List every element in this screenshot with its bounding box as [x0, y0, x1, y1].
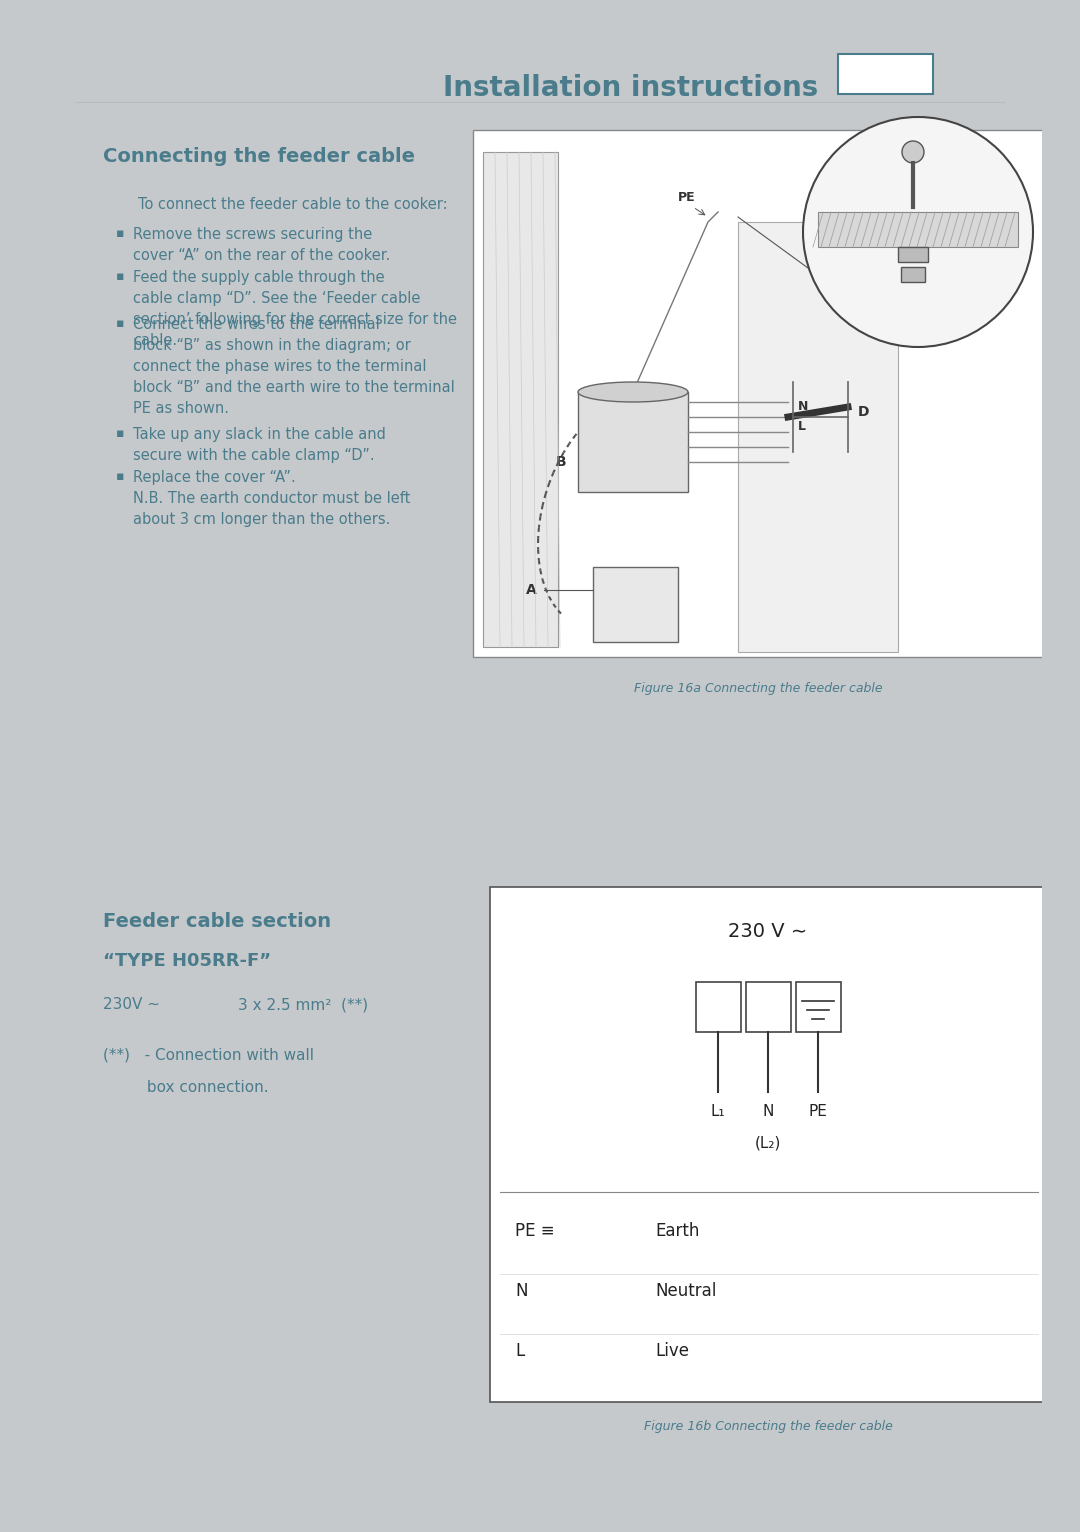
Text: 15: 15 [874, 64, 896, 83]
Bar [696, 982, 741, 1033]
Text: Installation instructions: Installation instructions [443, 74, 818, 103]
Text: box connection.: box connection. [103, 1080, 269, 1095]
Text: Replace the cover “A”.
N.B. The earth conductor must be left
about 3 cm longer t: Replace the cover “A”. N.B. The earth co… [133, 470, 410, 527]
Text: Remove the screws securing the
cover “A” on the rear of the cooker.: Remove the screws securing the cover “A”… [133, 227, 390, 264]
Text: ▪: ▪ [116, 227, 124, 241]
Text: PE: PE [678, 192, 696, 204]
Text: Feeder cable section: Feeder cable section [103, 912, 332, 931]
Text: L: L [515, 1342, 524, 1360]
Bar [578, 392, 688, 492]
Text: N: N [798, 400, 808, 414]
Ellipse shape [578, 381, 688, 401]
Text: “TYPE H05RR-F”: “TYPE H05RR-F” [103, 951, 271, 970]
Bar [897, 247, 928, 262]
Bar [738, 222, 897, 653]
Bar [490, 887, 1048, 1402]
Bar [818, 211, 1018, 247]
Bar [483, 152, 558, 647]
Text: ▪: ▪ [116, 470, 124, 483]
Text: ▪: ▪ [116, 270, 124, 283]
Text: (L₂): (L₂) [755, 1137, 781, 1151]
Text: (**)   - Connection with wall: (**) - Connection with wall [103, 1046, 314, 1062]
Text: PE ≡: PE ≡ [515, 1223, 555, 1239]
Text: N: N [762, 1105, 773, 1118]
Text: N: N [515, 1282, 527, 1301]
Circle shape [804, 116, 1032, 348]
Text: To connect the feeder cable to the cooker:: To connect the feeder cable to the cooke… [138, 198, 447, 211]
Text: 3 x 2.5 mm²  (**): 3 x 2.5 mm² (**) [238, 997, 368, 1013]
Text: D: D [858, 404, 869, 418]
Bar [901, 267, 924, 282]
Bar [796, 982, 841, 1033]
Text: Figure 16a Connecting the feeder cable: Figure 16a Connecting the feeder cable [634, 682, 882, 696]
Text: ▪: ▪ [116, 427, 124, 440]
Text: B: B [555, 455, 566, 469]
Text: Connecting the feeder cable: Connecting the feeder cable [103, 147, 415, 165]
Text: L₁: L₁ [711, 1105, 726, 1118]
Text: Figure 16b Connecting the feeder cable: Figure 16b Connecting the feeder cable [644, 1420, 892, 1432]
Text: Connect the wires to the terminal
block “B” as shown in the diagram; or
connect : Connect the wires to the terminal block … [133, 317, 455, 417]
Bar [746, 982, 791, 1033]
Bar [838, 54, 933, 93]
Bar [473, 130, 1056, 657]
Text: Feed the supply cable through the
cable clamp “D”. See the ‘Feeder cable
section: Feed the supply cable through the cable … [133, 270, 457, 348]
Text: 230V ∼: 230V ∼ [103, 997, 160, 1013]
Text: Take up any slack in the cable and
secure with the cable clamp “D”.: Take up any slack in the cable and secur… [133, 427, 386, 463]
Text: A: A [526, 584, 537, 597]
Text: ▪: ▪ [116, 317, 124, 329]
Text: Live: Live [654, 1342, 689, 1360]
Text: L: L [798, 420, 806, 434]
Bar [593, 567, 678, 642]
Circle shape [902, 141, 924, 162]
Text: Earth: Earth [654, 1223, 700, 1239]
Text: 230 V ∼: 230 V ∼ [728, 922, 808, 941]
Text: Neutral: Neutral [654, 1282, 716, 1301]
Text: PE: PE [809, 1105, 827, 1118]
